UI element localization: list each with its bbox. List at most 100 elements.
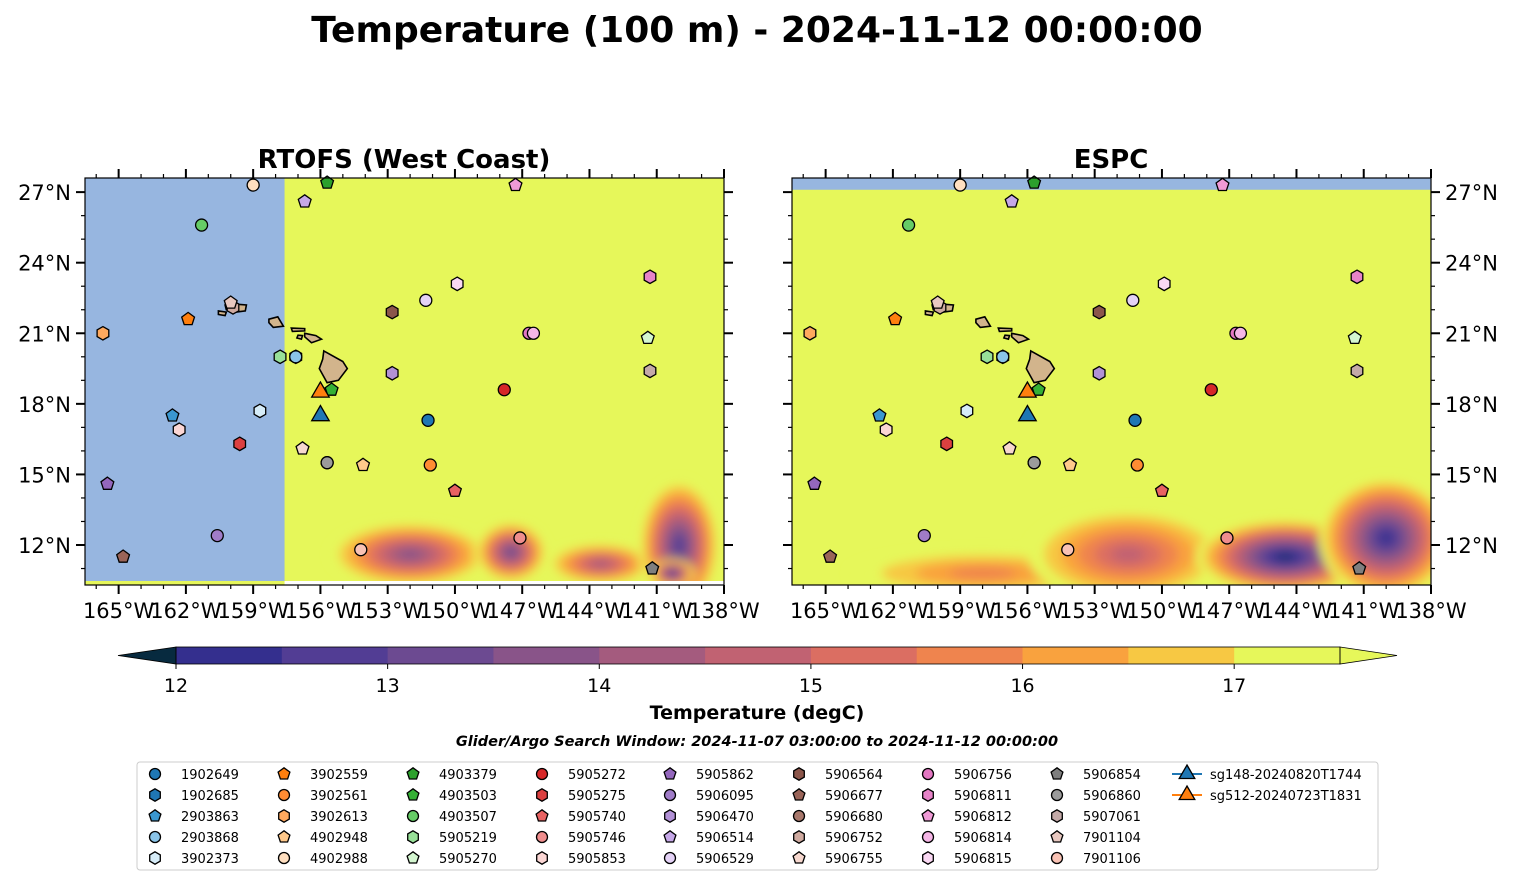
- island-5: [318, 349, 349, 384]
- float-marker-4902948: [355, 457, 371, 472]
- legend-marker-5906095: [663, 788, 677, 802]
- legend-label-2903868: 2903868: [181, 831, 239, 846]
- colorbar-segment: [1128, 647, 1235, 664]
- legend-marker-7901106: [1050, 851, 1064, 865]
- legend-label-5906470: 5906470: [696, 810, 754, 825]
- legend-marker-5905275: [536, 788, 548, 802]
- y-tick-label: 24°N: [18, 252, 71, 276]
- float-marker-5906811: [643, 269, 657, 285]
- masked-region-west: [85, 178, 285, 581]
- legend-marker-5906814: [921, 830, 935, 844]
- cold-patch-2-level-11: [1277, 553, 1293, 560]
- x-tick-label: 159°W: [217, 599, 289, 623]
- float-marker-5905862: [100, 476, 115, 490]
- legend-marker-3902561: [277, 788, 291, 802]
- cold-water-patches: [329, 479, 720, 585]
- legend-label-5906814: 5906814: [954, 831, 1012, 846]
- legend-marker-5906815: [922, 851, 934, 865]
- island-3: [1010, 332, 1031, 344]
- x-tick-label: 153°W: [1059, 599, 1131, 623]
- float-marker-5906854: [645, 560, 660, 575]
- float-legend: 1902649 1902685 2903863 2903868 3902373 39025…: [136, 761, 1379, 871]
- colorbar-tick-label: 14: [587, 675, 611, 697]
- colorbar-segment: [810, 647, 918, 664]
- y-tick-label: 15°N: [18, 463, 71, 487]
- float-marker-5905746: [1220, 531, 1234, 545]
- rtofs-float-markers: [96, 175, 660, 575]
- glider-marker-sg512-20240723T1831: [310, 380, 331, 398]
- x-tick-label: 156°W: [285, 599, 357, 623]
- legend-label-5905746: 5905746: [568, 831, 626, 846]
- float-marker-5906529: [1126, 293, 1140, 307]
- y-tick-label: 21°N: [18, 322, 71, 346]
- float-marker-5906677: [822, 549, 838, 563]
- float-marker-5906095: [917, 528, 931, 543]
- float-marker-5905275: [233, 436, 247, 452]
- legend-label-5905862: 5905862: [696, 768, 754, 783]
- legend-frame: [136, 761, 1379, 871]
- float-marker-5905272: [1204, 383, 1218, 397]
- legend-marker-1902649: [148, 767, 162, 781]
- cold-patch-0-level-7: [400, 550, 421, 559]
- float-marker-5906815: [1157, 276, 1171, 292]
- rtofs-panel: RTOFS (West Coast) 165°W162°W159°W156°W1…: [18, 145, 760, 623]
- float-marker-5905272: [497, 383, 511, 397]
- legend-label-2903863: 2903863: [181, 810, 239, 825]
- float-marker-3902373: [253, 403, 267, 419]
- island-2: [290, 327, 306, 333]
- legend-marker-5906812: [921, 808, 935, 822]
- legend-marker-5905746: [535, 830, 549, 844]
- legend-marker-5906514: [663, 829, 677, 843]
- legend-label-1902649: 1902649: [181, 768, 239, 783]
- float-marker-3902559: [180, 311, 196, 326]
- float-marker-4903503: [1031, 382, 1046, 396]
- legend-label-5906680: 5906680: [825, 810, 883, 825]
- x-tick-label: 150°W: [419, 599, 491, 623]
- x-tick-label: 162°W: [857, 599, 929, 623]
- float-marker-5907061: [1350, 363, 1364, 379]
- float-marker-5906812: [1215, 177, 1230, 192]
- rtofs-axes: 165°W162°W159°W156°W153°W150°W147°W144°W…: [18, 169, 760, 623]
- float-marker-4902948: [1062, 457, 1078, 472]
- x-tick-label: 165°W: [790, 599, 862, 623]
- float-marker-5906470: [1092, 365, 1106, 381]
- float-marker-5905270: [640, 330, 655, 345]
- legend-marker-5905740: [535, 808, 549, 822]
- legend-label-5906529: 5906529: [696, 852, 754, 867]
- colorbar-segment: [599, 647, 706, 664]
- y-tick-label: 12°N: [18, 534, 71, 558]
- float-marker-7901106: [1061, 543, 1075, 557]
- x-tick-label: 153°W: [352, 599, 424, 623]
- legend-label-5906514: 5906514: [696, 831, 754, 846]
- legend-label-4903503: 4903503: [439, 789, 497, 804]
- colorbar-frame: [175, 646, 1341, 665]
- y-tick-label: 12°N: [1445, 534, 1498, 558]
- legend-label-5905272: 5905272: [568, 768, 626, 783]
- legend-label-5907061: 5907061: [1083, 810, 1141, 825]
- legend-marker-5905270: [406, 850, 420, 864]
- colorbar-segment: [387, 647, 494, 664]
- masked-bottom-strip: [284, 581, 724, 585]
- cold-patch-2-level-6: [592, 560, 609, 567]
- float-marker-3902373: [960, 403, 974, 419]
- colorbar-tick-label: 17: [1222, 675, 1246, 697]
- legend-marker-5906752: [793, 830, 805, 844]
- float-marker-5905746: [513, 531, 527, 545]
- legend-marker-sg148-20240820T1744: [1178, 763, 1196, 780]
- x-tick-label: 144°W: [554, 599, 626, 623]
- legend-marker-5905272: [535, 767, 549, 781]
- legend-label-5906811: 5906811: [954, 789, 1012, 804]
- glider-marker-sg148-20240820T1744: [1017, 404, 1038, 422]
- figure-title: Temperature (100 m) - 2024-11-12 00:00:0…: [311, 10, 1202, 51]
- legend-label-4903379: 4903379: [439, 768, 497, 783]
- float-marker-2903868: [289, 350, 303, 364]
- y-tick-label: 18°N: [18, 393, 71, 417]
- float-marker-4903379: [320, 175, 335, 189]
- island-3: [303, 332, 324, 344]
- y-tick-label: 27°N: [1445, 181, 1498, 205]
- cold-patch-3-level-10: [1380, 532, 1393, 544]
- island-5: [1025, 349, 1056, 384]
- float-marker-5906811: [1350, 269, 1364, 285]
- float-marker-5906095: [210, 528, 224, 543]
